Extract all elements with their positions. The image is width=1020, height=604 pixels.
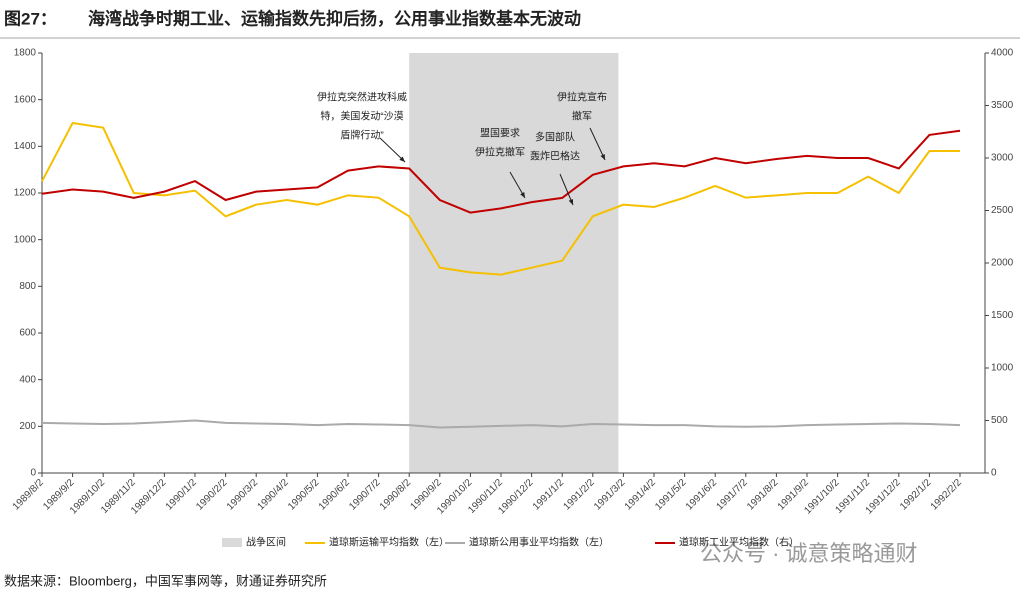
- annotation: 伊拉克突然进攻科威: [317, 91, 407, 104]
- legend-swatch: [222, 538, 242, 547]
- annotation: 特，美国发动“沙漠: [320, 110, 403, 123]
- x-tick-label: 1990/1/2: [164, 477, 200, 513]
- y-tick-label: 1400: [14, 141, 37, 152]
- chart-title: 海湾战争时期工业、运输指数先抑后扬，公用事业指数基本无波动: [88, 8, 581, 28]
- y-tick-label: 1600: [14, 94, 37, 105]
- x-tick-label: 1990/3/2: [225, 477, 261, 513]
- y2-tick-label: 3500: [991, 100, 1014, 111]
- annotation-arrow: [379, 137, 406, 163]
- annotation-arrow: [589, 127, 606, 161]
- annotation: 多国部队: [535, 131, 575, 144]
- x-tick-label: 1989/8/2: [11, 477, 47, 513]
- series-line: [41, 121, 960, 276]
- x-tick-label: 1991/1/2: [531, 477, 567, 513]
- x-tick-label: 1991/3/2: [592, 477, 628, 513]
- y-tick-label: 600: [19, 328, 36, 339]
- y-tick-label: 1000: [14, 234, 37, 245]
- watermark: 公众号 · 诚意策略通财: [700, 541, 918, 566]
- y2-tick-label: 1000: [991, 363, 1014, 374]
- x-tick-label: 1990/4/2: [255, 477, 291, 513]
- x-tick-label: 1990/7/2: [347, 477, 383, 513]
- y-tick-label: 1200: [14, 188, 37, 199]
- title-label: 图27：: [4, 9, 57, 28]
- x-tick-label: 1991/2/2: [561, 477, 597, 513]
- legend-label: 道琼斯工业平均指数（右）: [679, 536, 799, 549]
- annotation-arrow: [559, 173, 574, 206]
- annotation: 撤军: [572, 110, 592, 123]
- legend-label: 战争区间: [246, 536, 286, 549]
- series-line: [41, 419, 961, 429]
- x-tick-label: 1991/4/2: [623, 477, 659, 513]
- x-tick-label: 1992/2/2: [929, 477, 965, 513]
- source: 数据来源：Bloomberg，中国军事网等，财通证券研究所: [4, 573, 327, 588]
- x-tick-label: 1990/2/2: [194, 477, 230, 513]
- y2-tick-label: 3000: [991, 153, 1014, 164]
- x-tick-label: 1990/5/2: [286, 477, 322, 513]
- x-tick-label: 1991/6/2: [684, 477, 720, 513]
- y-tick-label: 400: [19, 374, 36, 385]
- x-tick-label: 1991/8/2: [745, 477, 781, 513]
- y2-tick-label: 2500: [991, 205, 1014, 216]
- arrow-head: [568, 199, 574, 205]
- y-tick-label: 200: [19, 421, 36, 432]
- series-line: [41, 129, 961, 214]
- x-tick-label: 1990/8/2: [378, 477, 414, 513]
- y2-tick-label: 2000: [991, 258, 1014, 269]
- x-tick-label: 1992/1/2: [898, 477, 934, 513]
- x-tick-label: 1990/6/2: [317, 477, 353, 513]
- x-tick-label: 1991/7/2: [714, 477, 750, 513]
- x-tick-label: 1991/5/2: [653, 477, 689, 513]
- y2-tick-label: 1500: [991, 310, 1014, 321]
- y-tick-label: 0: [30, 468, 36, 479]
- arrow-head: [399, 156, 405, 162]
- y-tick-label: 1800: [14, 48, 37, 59]
- y2-tick-label: 500: [991, 415, 1008, 426]
- annotation: 轰炸巴格达: [530, 150, 580, 163]
- war-period: [409, 53, 619, 473]
- arrow-head: [520, 192, 525, 198]
- y2-tick-label: 4000: [991, 48, 1014, 59]
- y2-tick-label: 0: [991, 468, 997, 479]
- legend-label: 道琼斯公用事业平均指数（左）: [469, 536, 609, 549]
- annotation: 伊拉克宣布: [557, 91, 607, 104]
- y-tick-label: 800: [19, 281, 36, 292]
- annotation: 盟国要求: [480, 128, 520, 140]
- arrow-head: [600, 154, 605, 160]
- annotation: 伊拉克撤军: [475, 146, 525, 159]
- annotation: 盾牌行动”: [340, 129, 383, 142]
- legend-label: 道琼斯运输平均指数（左）: [329, 536, 449, 549]
